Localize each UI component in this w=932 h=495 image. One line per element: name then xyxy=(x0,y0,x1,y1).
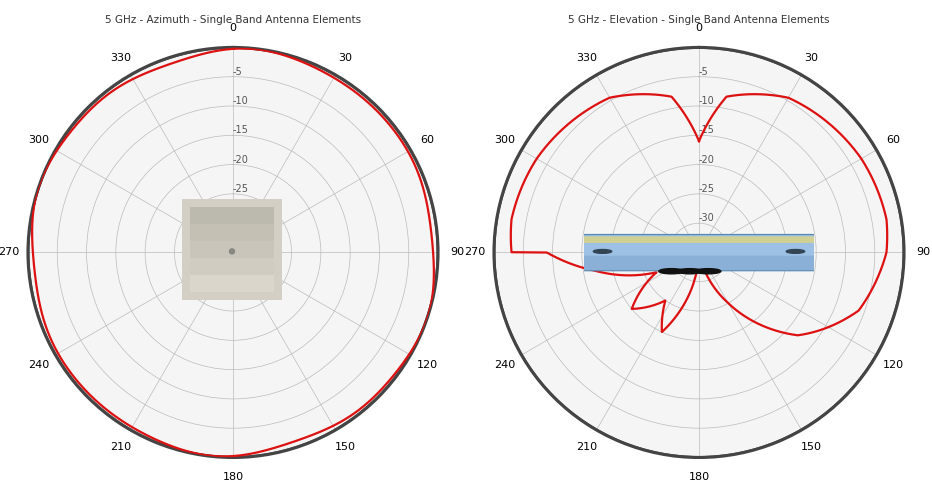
FancyBboxPatch shape xyxy=(190,224,274,241)
Circle shape xyxy=(678,269,703,274)
FancyBboxPatch shape xyxy=(190,258,274,275)
FancyBboxPatch shape xyxy=(190,207,274,224)
FancyBboxPatch shape xyxy=(577,236,821,256)
Text: 5 GHz - Elevation - Single Band Antenna Elements: 5 GHz - Elevation - Single Band Antenna … xyxy=(569,15,829,25)
Circle shape xyxy=(659,269,684,274)
Circle shape xyxy=(229,249,235,254)
Circle shape xyxy=(695,269,720,274)
Title: Cisco C9117AXI Antenna Patterns: Cisco C9117AXI Antenna Patterns xyxy=(559,0,839,1)
Title: Cisco C9117AXI Antenna Patterns: Cisco C9117AXI Antenna Patterns xyxy=(93,0,373,1)
Circle shape xyxy=(787,249,804,253)
FancyBboxPatch shape xyxy=(190,275,274,292)
FancyBboxPatch shape xyxy=(572,235,826,271)
Text: 5 GHz - Azimuth - Single Band Antenna Elements: 5 GHz - Azimuth - Single Band Antenna El… xyxy=(105,15,361,25)
Circle shape xyxy=(594,249,611,253)
FancyBboxPatch shape xyxy=(190,241,274,258)
FancyBboxPatch shape xyxy=(582,236,816,243)
FancyBboxPatch shape xyxy=(178,195,286,303)
